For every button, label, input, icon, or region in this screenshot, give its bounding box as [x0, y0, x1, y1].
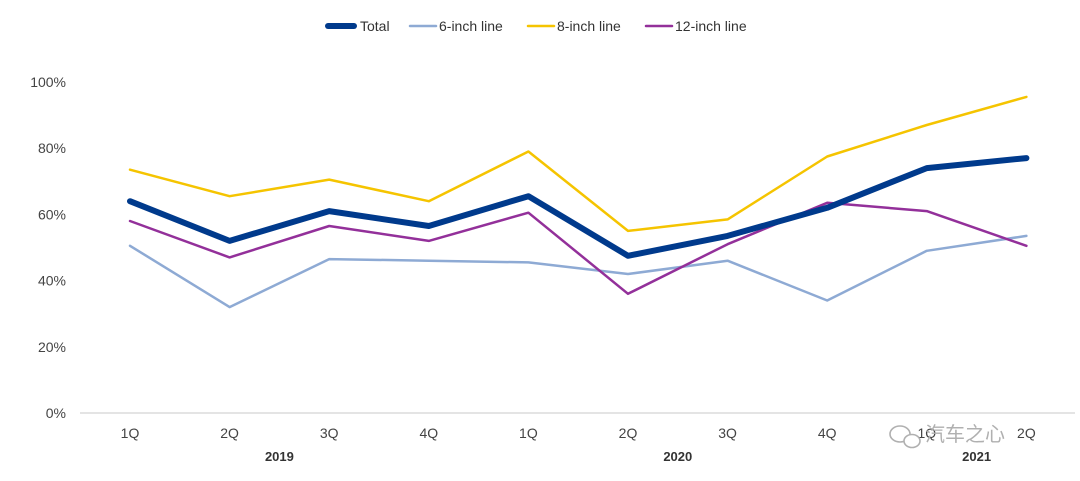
y-tick-label: 100%: [30, 74, 66, 90]
y-tick-label: 0%: [46, 405, 66, 421]
watermark: 汽车之心: [889, 422, 1005, 449]
x-axis: 1Q 2Q 3Q 4Q 1Q 2Q 3Q 4Q 1Q 2Q 2019 2020 2021: [80, 412, 1075, 464]
y-tick-label: 80%: [38, 140, 66, 156]
x-tick-label: 1Q: [519, 425, 538, 441]
series-line-12-inch-line: [128, 201, 1028, 296]
legend-label-total: Total: [360, 18, 390, 34]
x-tick-label: 1Q: [917, 425, 936, 441]
legend: Total 6-inch line 8-inch line 12-inch line: [325, 18, 747, 34]
y-tick-label: 40%: [38, 273, 66, 289]
x-tick-label: 3Q: [320, 425, 339, 441]
x-tick-label: 2Q: [619, 425, 638, 441]
series-line-6-inch-line: [128, 234, 1028, 309]
y-axis: 0% 20% 40% 60% 80% 100%: [30, 74, 66, 421]
watermark-text: 汽车之心: [925, 422, 1005, 446]
y-tick-label: 60%: [38, 206, 66, 222]
year-label: 2019: [265, 449, 294, 464]
series-line-8-inch-line: [128, 95, 1028, 233]
year-label: 2021: [962, 449, 991, 464]
year-label: 2020: [663, 449, 692, 464]
x-tick-label: 3Q: [718, 425, 737, 441]
x-tick-label: 1Q: [121, 425, 140, 441]
legend-label-8-inch-line: 8-inch line: [557, 18, 621, 34]
x-tick-label: 4Q: [419, 425, 438, 441]
series-layer: [127, 95, 1030, 309]
series-line-total: [127, 155, 1030, 259]
chat-bubble-icon: [889, 425, 921, 449]
y-tick-label: 20%: [38, 339, 66, 355]
x-tick-label: 2Q: [220, 425, 239, 441]
legend-label-12-inch-line: 12-inch line: [675, 18, 747, 34]
x-tick-label: 2Q: [1017, 425, 1036, 441]
x-tick-label: 4Q: [818, 425, 837, 441]
legend-label-6-inch-line: 6-inch line: [439, 18, 503, 34]
